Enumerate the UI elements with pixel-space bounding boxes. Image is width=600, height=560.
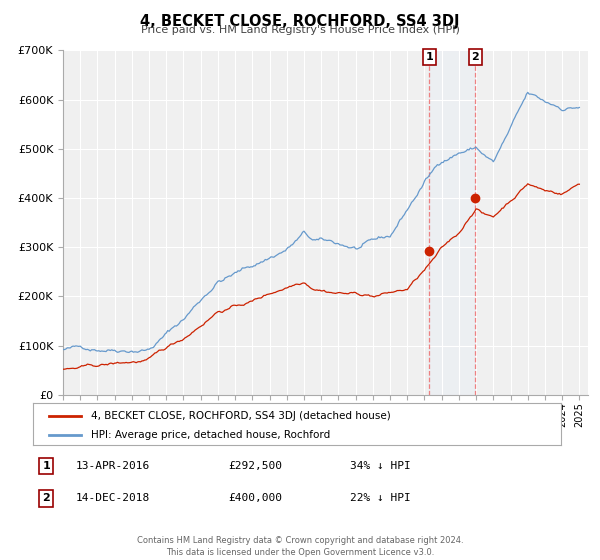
Text: Contains HM Land Registry data © Crown copyright and database right 2024.
This d: Contains HM Land Registry data © Crown c… bbox=[137, 536, 463, 557]
Text: 4, BECKET CLOSE, ROCHFORD, SS4 3DJ: 4, BECKET CLOSE, ROCHFORD, SS4 3DJ bbox=[140, 14, 460, 29]
Text: Price paid vs. HM Land Registry's House Price Index (HPI): Price paid vs. HM Land Registry's House … bbox=[140, 25, 460, 35]
Bar bbox=[430, 50, 475, 395]
Text: £292,500: £292,500 bbox=[229, 461, 283, 471]
Text: 4, BECKET CLOSE, ROCHFORD, SS4 3DJ (detached house): 4, BECKET CLOSE, ROCHFORD, SS4 3DJ (deta… bbox=[91, 411, 391, 421]
Text: HPI: Average price, detached house, Rochford: HPI: Average price, detached house, Roch… bbox=[91, 430, 331, 440]
Text: 22% ↓ HPI: 22% ↓ HPI bbox=[350, 493, 410, 503]
Text: 14-DEC-2018: 14-DEC-2018 bbox=[75, 493, 149, 503]
Text: 1: 1 bbox=[425, 52, 433, 62]
Text: 1: 1 bbox=[43, 461, 50, 471]
Text: 34% ↓ HPI: 34% ↓ HPI bbox=[350, 461, 410, 471]
Text: £400,000: £400,000 bbox=[229, 493, 283, 503]
Text: 13-APR-2016: 13-APR-2016 bbox=[75, 461, 149, 471]
Text: 2: 2 bbox=[43, 493, 50, 503]
Text: 2: 2 bbox=[472, 52, 479, 62]
